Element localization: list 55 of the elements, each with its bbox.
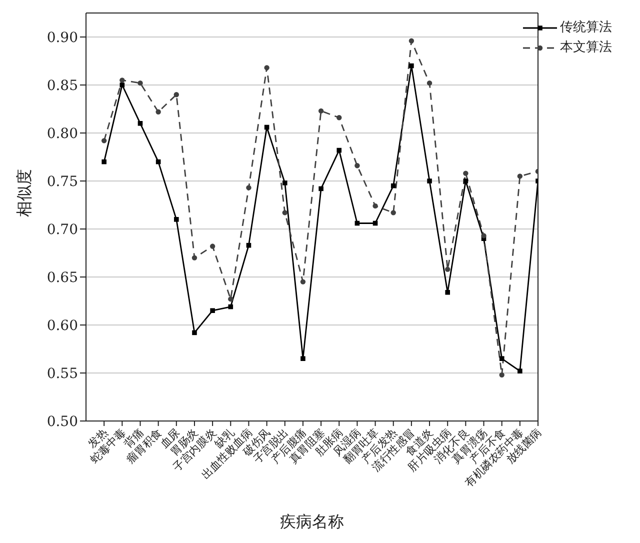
point [318,108,324,114]
y-axis-title: 相似度 [14,169,34,217]
y-tick-label: 0.50 [46,414,78,430]
point [300,356,306,361]
y-tick-label: 0.65 [46,270,78,286]
point [408,38,414,44]
y-tick-label: 0.80 [46,126,78,142]
point [336,148,342,153]
point [228,296,234,302]
point [318,186,324,192]
point [336,115,342,120]
point [445,266,450,272]
point [138,80,143,86]
y-tick-label: 0.60 [46,318,78,334]
point [463,170,468,176]
point [101,138,107,144]
point [210,308,215,313]
legend-label: 本文算法 [560,39,612,57]
point [427,178,432,184]
point [138,121,143,126]
point [282,180,288,186]
point [246,185,252,190]
point [463,178,468,184]
y-tick-label: 0.85 [46,78,78,94]
point [390,210,396,216]
y-tick-label: 0.90 [46,30,78,46]
point [156,109,161,114]
point [174,92,179,98]
point [192,330,197,336]
point [445,290,450,295]
point [409,63,414,68]
point [120,78,125,83]
point [354,163,360,168]
y-tick-label: 0.75 [46,174,78,190]
point [499,372,504,378]
point [102,159,106,164]
point [372,203,378,209]
point [300,279,306,284]
point [390,183,396,188]
point [282,210,288,216]
point [228,304,234,310]
point [210,244,216,249]
point [174,217,179,222]
point [499,356,504,361]
point [192,255,198,260]
point [517,174,523,179]
point [426,80,432,86]
point [481,233,486,238]
point [264,65,270,70]
x-axis-title: 疾病名称 [280,512,344,531]
y-tick-label: 0.70 [46,222,78,238]
point [120,82,125,88]
point [518,368,522,374]
legend-label: 传统算法 [560,19,612,37]
y-tick-label: 0.55 [46,366,78,382]
